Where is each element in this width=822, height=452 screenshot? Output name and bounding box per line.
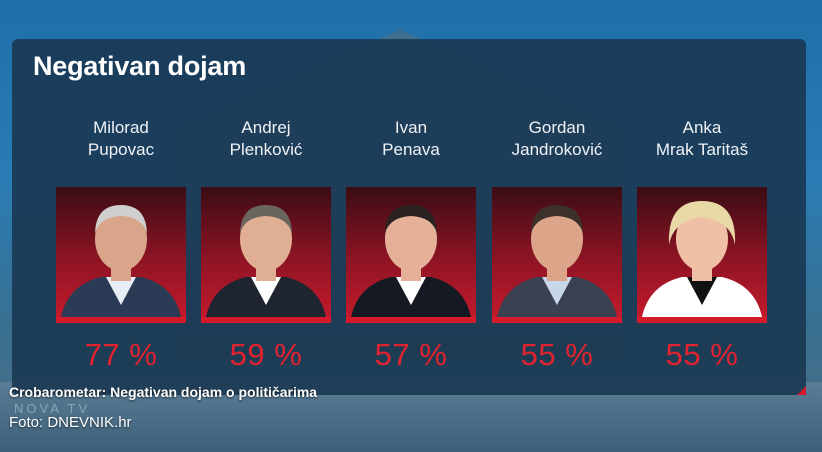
value-label: 77 % <box>84 337 158 372</box>
portrait-collar <box>106 277 136 305</box>
watermark: NOVA TV <box>14 401 91 416</box>
person-name: Milorad Pupovac <box>56 117 186 165</box>
person-photo <box>346 187 476 323</box>
portrait <box>497 205 617 317</box>
portrait <box>206 205 326 317</box>
portrait-collar <box>542 277 572 305</box>
portrait <box>61 205 181 317</box>
person-photo <box>56 187 186 323</box>
portrait-hair <box>531 205 583 233</box>
person-name-line2: Pupovac <box>87 140 155 159</box>
person-penava: Ivan Penava 57 % <box>346 117 476 373</box>
portrait-face <box>385 207 437 271</box>
panel-corner-accent <box>797 386 806 395</box>
person-name-line2: Penava <box>382 140 440 159</box>
portrait-hair <box>385 205 437 233</box>
person-name-line1: Gordan <box>528 118 586 137</box>
portrait-face <box>676 207 728 271</box>
portrait-hair <box>240 205 292 233</box>
person-name-line2: Plenković <box>229 140 303 159</box>
person-name: Ivan Penava <box>346 117 476 165</box>
portrait-collar <box>396 277 426 305</box>
portrait-collar <box>251 277 281 305</box>
chart-title: Negativan dojam <box>33 51 247 81</box>
portrait-face <box>240 207 292 271</box>
person-name-line2: Mrak Taritaš <box>655 140 749 159</box>
person-name-line1: Andrej <box>241 118 291 137</box>
portrait-face <box>531 207 583 271</box>
person-name-line2: Jandroković <box>511 140 603 159</box>
person-pupovac: Milorad Pupovac 77 % <box>56 117 186 373</box>
portrait-collar <box>687 277 717 305</box>
person-name: Anka Mrak Taritaš <box>637 117 767 165</box>
portrait <box>642 201 762 317</box>
value-label: 59 % <box>229 337 303 372</box>
person-mrak-taritas: Anka Mrak Taritaš 55 % <box>637 117 767 373</box>
value-label: 55 % <box>665 337 739 372</box>
person-name: Gordan Jandroković <box>492 117 622 165</box>
person-jandrokovic: Gordan Jandroković 55 % <box>492 117 622 373</box>
value-label: 55 % <box>520 337 594 372</box>
chart-panel: Negativan dojam Milorad Pupovac 77 % And… <box>12 39 806 395</box>
person-photo <box>201 187 331 323</box>
person-name-line1: Anka <box>682 118 722 137</box>
photo-credit: Foto: DNEVNIK.hr <box>9 414 132 431</box>
person-photo <box>492 187 622 323</box>
caption: Crobarometar: Negativan dojam o političa… <box>9 384 318 400</box>
person-name: Andrej Plenković <box>201 117 331 165</box>
value-label: 57 % <box>374 337 448 372</box>
person-name-line1: Ivan <box>394 118 428 137</box>
portrait-hair <box>95 205 147 233</box>
person-name-line1: Milorad <box>93 118 149 137</box>
person-photo <box>637 187 767 323</box>
portrait-face <box>95 207 147 271</box>
portrait <box>351 205 471 317</box>
person-plenkovic: Andrej Plenković 59 % <box>201 117 331 373</box>
portrait-hair <box>668 201 736 245</box>
